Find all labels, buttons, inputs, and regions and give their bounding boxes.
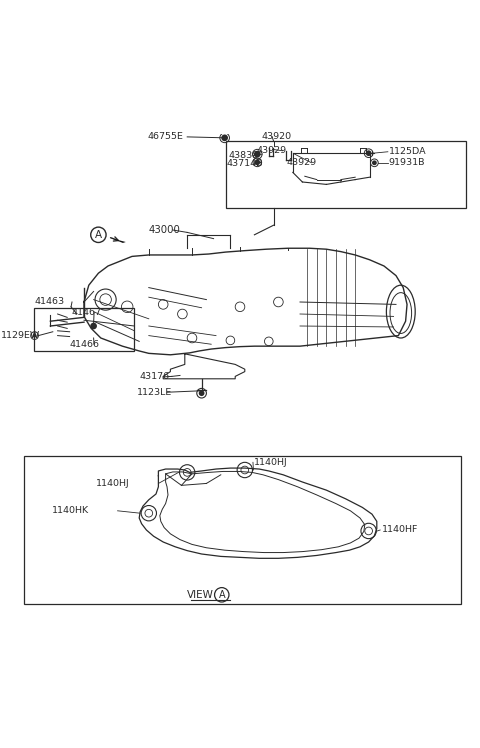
- Text: 41467: 41467: [71, 308, 101, 317]
- Text: 41466: 41466: [70, 340, 100, 349]
- Text: 43929: 43929: [286, 159, 316, 168]
- Circle shape: [372, 160, 377, 165]
- Text: 1129EW: 1129EW: [1, 331, 40, 340]
- Bar: [226, 141, 466, 209]
- Text: 43929: 43929: [257, 147, 287, 156]
- Bar: [24, 456, 461, 604]
- Circle shape: [254, 159, 260, 165]
- Text: 43920: 43920: [262, 132, 292, 141]
- Circle shape: [90, 322, 97, 329]
- Circle shape: [366, 150, 372, 156]
- Circle shape: [254, 151, 261, 158]
- Text: A: A: [218, 590, 225, 600]
- Polygon shape: [109, 238, 126, 243]
- Text: 43176: 43176: [139, 373, 169, 381]
- Text: 1140HF: 1140HF: [382, 526, 418, 535]
- Text: 43000: 43000: [149, 225, 180, 235]
- Text: 43714B: 43714B: [227, 159, 263, 168]
- Text: 43838: 43838: [229, 151, 259, 160]
- Circle shape: [199, 390, 204, 396]
- Text: 91931B: 91931B: [389, 159, 425, 168]
- Text: A: A: [95, 230, 102, 240]
- Text: 1123LE: 1123LE: [137, 387, 172, 396]
- Bar: [34, 307, 134, 351]
- Circle shape: [221, 135, 228, 141]
- Text: VIEW: VIEW: [187, 590, 214, 600]
- Text: 1140HJ: 1140HJ: [254, 458, 288, 467]
- Text: 41463: 41463: [35, 298, 65, 307]
- Text: 1125DA: 1125DA: [389, 147, 426, 156]
- Circle shape: [33, 334, 36, 337]
- Text: 1140HK: 1140HK: [52, 506, 89, 515]
- Text: 1140HJ: 1140HJ: [96, 479, 130, 488]
- Text: 46755E: 46755E: [147, 132, 183, 141]
